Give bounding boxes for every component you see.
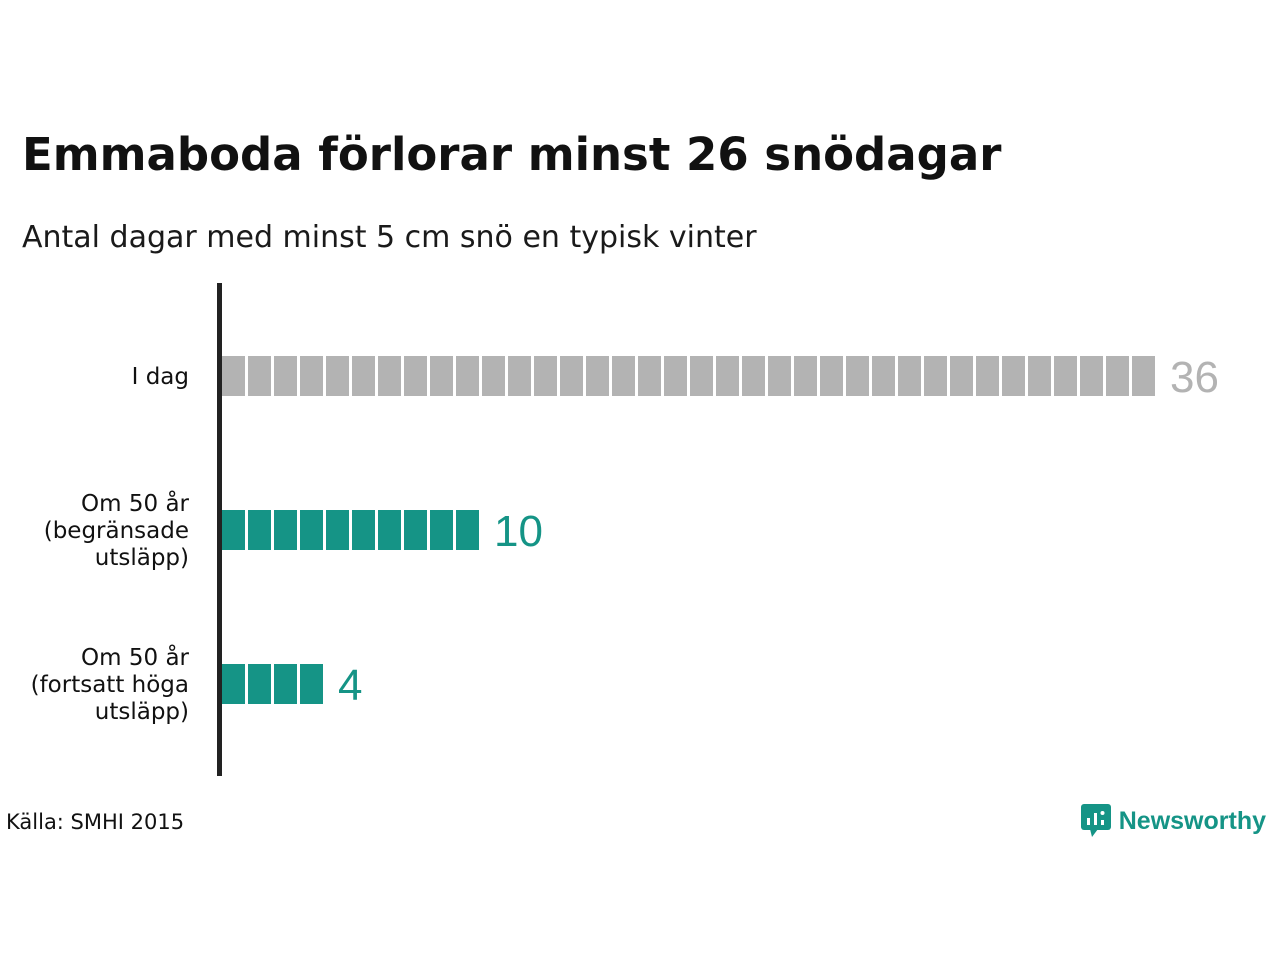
bar-block [508, 356, 531, 396]
bar-block [1002, 356, 1025, 396]
bar-block [976, 356, 999, 396]
bar-block [248, 664, 271, 704]
bar-block [534, 356, 557, 396]
bar-block [222, 356, 245, 396]
newsworthy-logo-icon [1080, 804, 1111, 837]
bar-block [872, 356, 895, 396]
bar-block [222, 510, 245, 550]
bar-block [430, 510, 453, 550]
y-axis-line [217, 283, 222, 776]
bar-block [1028, 356, 1051, 396]
category-label: utsläpp) [95, 699, 189, 725]
bar-block [248, 356, 271, 396]
category-label: Om 50 år [81, 489, 189, 517]
bar-block [274, 356, 297, 396]
bar-block [274, 664, 297, 704]
bar-block [352, 510, 375, 550]
category-label: Om 50 år [81, 643, 189, 671]
bar-block [690, 356, 713, 396]
bar-block [456, 510, 479, 550]
category-label: (begränsade [44, 518, 189, 544]
bar-block [404, 356, 427, 396]
bar-block [378, 510, 401, 550]
bar-block [846, 356, 869, 396]
bar-block [482, 356, 505, 396]
bar-block [1132, 356, 1155, 396]
value-label: 4 [338, 661, 362, 710]
bar-block [638, 356, 661, 396]
bar-block [560, 356, 583, 396]
bar-block [352, 356, 375, 396]
bar-block [742, 356, 765, 396]
bar-block [1106, 356, 1129, 396]
category-label: (fortsatt höga [31, 672, 189, 698]
bar-block [300, 356, 323, 396]
bar-block [924, 356, 947, 396]
bar-block [300, 510, 323, 550]
bar-block [300, 664, 323, 704]
brand-name: Newsworthy [1118, 806, 1266, 835]
bar-block [326, 356, 349, 396]
bar-block [222, 664, 245, 704]
category-label: I dag [132, 364, 189, 390]
bar-block [248, 510, 271, 550]
bar-block [274, 510, 297, 550]
bar-block [950, 356, 973, 396]
chart-title: Emmaboda förlorar minst 26 snödagar [22, 128, 1002, 181]
category-label: utsläpp) [95, 545, 189, 571]
bar-block [326, 510, 349, 550]
bar-block [664, 356, 687, 396]
bar-block [1054, 356, 1077, 396]
value-label: 10 [494, 507, 543, 556]
bar-block [378, 356, 401, 396]
bar-block [768, 356, 791, 396]
value-label: 36 [1170, 353, 1219, 402]
bar-block [820, 356, 843, 396]
bar-block [586, 356, 609, 396]
bar-block [612, 356, 635, 396]
brand-logo: Newsworthy [1080, 804, 1266, 838]
source-note: Källa: SMHI 2015 [6, 810, 185, 834]
bar-block [794, 356, 817, 396]
bar-block [898, 356, 921, 396]
bar-block [1080, 356, 1103, 396]
chart-subtitle: Antal dagar med minst 5 cm snö en typisk… [22, 220, 757, 255]
bar-block [716, 356, 739, 396]
bar-block [404, 510, 427, 550]
bar-block [456, 356, 479, 396]
bar-block [430, 356, 453, 396]
